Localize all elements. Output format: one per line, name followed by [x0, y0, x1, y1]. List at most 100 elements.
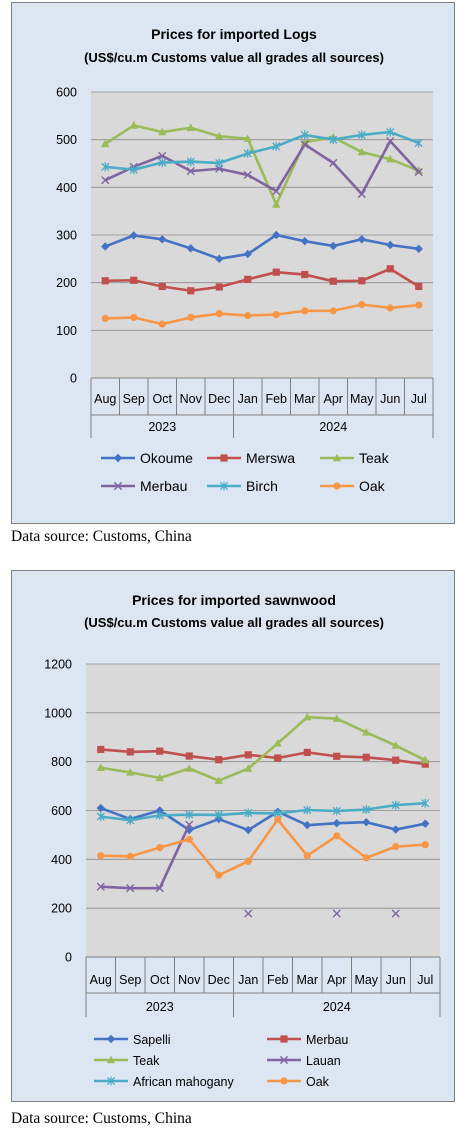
- logs-x-tick-jul: Jul: [411, 392, 427, 406]
- logs-point-okoume-feb: [272, 230, 281, 240]
- sawnwood-x-tick-jul: Jul: [417, 973, 433, 987]
- logs-point-teak-jan: [243, 134, 252, 142]
- sawnwood-point-oak-jul: [421, 841, 429, 849]
- logs-legend-marker-birch: [219, 481, 229, 491]
- sawnwood-point-teak-aug: [96, 763, 105, 771]
- sawnwood-legend-item-oak: Oak: [267, 1075, 330, 1089]
- logs-point-merswa-may: [358, 277, 366, 285]
- sawnwood-legend-marker-lauan: [279, 1055, 289, 1065]
- sawnwood-point-merbau-may: [362, 753, 370, 761]
- sawnwood-x-tick-feb: Feb: [267, 973, 289, 987]
- sawnwood-point-teak-nov: [185, 764, 194, 772]
- logs-point-merswa-dec: [215, 283, 223, 291]
- logs-x-tick-sep: Sep: [123, 392, 145, 406]
- sawnwood-series-african-mahogany: [96, 798, 430, 825]
- logs-point-okoume-dec: [215, 254, 224, 264]
- logs-legend-item-birch: Birch: [207, 478, 278, 494]
- sawnwood-point-teak-oct: [155, 773, 164, 782]
- sawnwood-point-oak-dec: [215, 871, 223, 879]
- logs-y-tick-600: 600: [56, 86, 77, 100]
- logs-x-tick-jun: Jun: [380, 392, 400, 406]
- logs-point-merswa-jan: [244, 275, 252, 283]
- sawnwood-point-oak-jun: [392, 843, 400, 851]
- logs-point-merswa-apr: [329, 277, 337, 285]
- sawnwood-legend-item-african-mahogany: African mahogany: [94, 1075, 235, 1089]
- logs-year-label-2024: 2024: [319, 420, 347, 434]
- sawnwood-point-teak-apr: [332, 714, 341, 722]
- sawnwood-point-sapelli-oct: [155, 806, 164, 815]
- logs-point-okoume-aug: [101, 242, 110, 251]
- logs-point-oak-apr: [329, 307, 337, 315]
- logs-point-teak-mar: [300, 137, 309, 146]
- sawnwood-line-oak: [100, 818, 426, 877]
- sawnwood-chart: Prices for imported sawnwood (US$/cu.m Cu…: [44, 592, 441, 1089]
- logs-point-merbau-jan: [243, 170, 252, 180]
- sawnwood-legend-label-african-mahogany: African mahogany: [133, 1075, 235, 1089]
- sawnwood-point-merbau-aug: [97, 745, 105, 754]
- logs-point-oak-mar: [301, 307, 309, 315]
- logs-point-merswa-mar: [301, 270, 309, 279]
- sawnwood-series-oak: [97, 815, 429, 879]
- sawnwood-legend-item-teak: Teak: [94, 1054, 160, 1068]
- sawnwood-point-sapelli-aug: [96, 803, 105, 813]
- logs-point-birch-jul: [414, 138, 423, 148]
- logs-legend-marker-teak: [332, 453, 342, 462]
- logs-point-merbau-jun: [386, 137, 395, 146]
- logs-x-tick-aug: Aug: [94, 392, 116, 406]
- logs-x-tick-apr: Apr: [324, 392, 343, 406]
- logs-chart: Prices for imported Logs (US$/cu.m Custom…: [56, 26, 434, 494]
- logs-legend-label-birch: Birch: [246, 478, 278, 494]
- logs-point-birch-oct: [158, 158, 167, 167]
- logs-point-birch-feb: [272, 141, 281, 151]
- sawnwood-x-tick-nov: Nov: [178, 973, 201, 987]
- sawnwood-point-merbau-jun: [392, 756, 400, 764]
- logs-line-merbau: [104, 139, 420, 196]
- logs-point-teak-nov: [186, 123, 195, 131]
- logs-point-oak-jul: [415, 301, 423, 309]
- logs-point-teak-feb: [272, 200, 281, 208]
- logs-point-merswa-oct: [158, 282, 166, 291]
- sawnwood-point-teak-dec: [214, 776, 223, 784]
- logs-chart-title: Prices for imported Logs: [151, 26, 317, 42]
- sawnwood-chart-subtitle: (US$/cu.m Customs value all grades all s…: [84, 615, 384, 630]
- logs-point-merswa-feb: [272, 268, 280, 276]
- sawnwood-point-merbau-mar: [303, 748, 311, 756]
- logs-point-merswa-jul: [415, 282, 423, 291]
- logs-point-merbau-mar: [300, 140, 309, 149]
- sawnwood-y-tick-200: 200: [51, 902, 72, 916]
- logs-point-birch-sep: [129, 165, 138, 175]
- sawnwood-point-lauan-aug: [96, 882, 105, 891]
- logs-legend-item-teak: Teak: [320, 450, 390, 466]
- sawnwood-year-label-2023: 2023: [146, 1000, 174, 1014]
- sawnwood-series-lauan: [96, 820, 400, 918]
- sawnwood-legend-item-sapelli: Sapelli: [94, 1033, 171, 1047]
- sawnwood-legend-label-oak: Oak: [306, 1075, 330, 1089]
- logs-series-merbau: [101, 137, 423, 199]
- logs-legend-label-okoume: Okoume: [140, 450, 193, 466]
- sawnwood-point-oak-may: [362, 854, 370, 862]
- logs-point-oak-dec: [215, 310, 223, 318]
- logs-point-merbau-oct: [158, 151, 167, 160]
- sawnwood-point-merbau-feb: [274, 754, 282, 762]
- sawnwood-point-merbau-jul: [421, 760, 429, 768]
- sawnwood-point-teak-may: [362, 727, 371, 736]
- sawnwood-point-african-mahogany-nov: [185, 810, 194, 820]
- logs-y-tick-0: 0: [70, 372, 77, 386]
- logs-chart-panel: Prices for imported Logs (US$/cu.m Custom…: [11, 2, 455, 524]
- sawnwood-point-african-mahogany-dec: [214, 810, 223, 820]
- sawnwood-point-oak-aug: [97, 852, 105, 860]
- logs-x-tick-feb: Feb: [265, 392, 287, 406]
- sawnwood-point-african-mahogany-jun: [391, 800, 400, 810]
- sawnwood-year-label-2024: 2024: [323, 1000, 351, 1014]
- logs-point-teak-jul: [414, 166, 423, 174]
- sawnwood-y-tick-1200: 1200: [44, 658, 72, 672]
- logs-point-okoume-sep: [129, 231, 138, 240]
- logs-point-teak-may: [357, 147, 366, 156]
- sawnwood-line-african-mahogany: [100, 801, 426, 822]
- sawnwood-y-tick-400: 400: [51, 853, 72, 867]
- sawnwood-y-tick-1000: 1000: [44, 706, 72, 720]
- logs-point-teak-dec: [215, 131, 224, 140]
- logs-point-birch-apr: [329, 135, 338, 145]
- sawnwood-point-teak-jan: [244, 764, 253, 772]
- logs-legend-item-okoume: Okoume: [101, 450, 193, 466]
